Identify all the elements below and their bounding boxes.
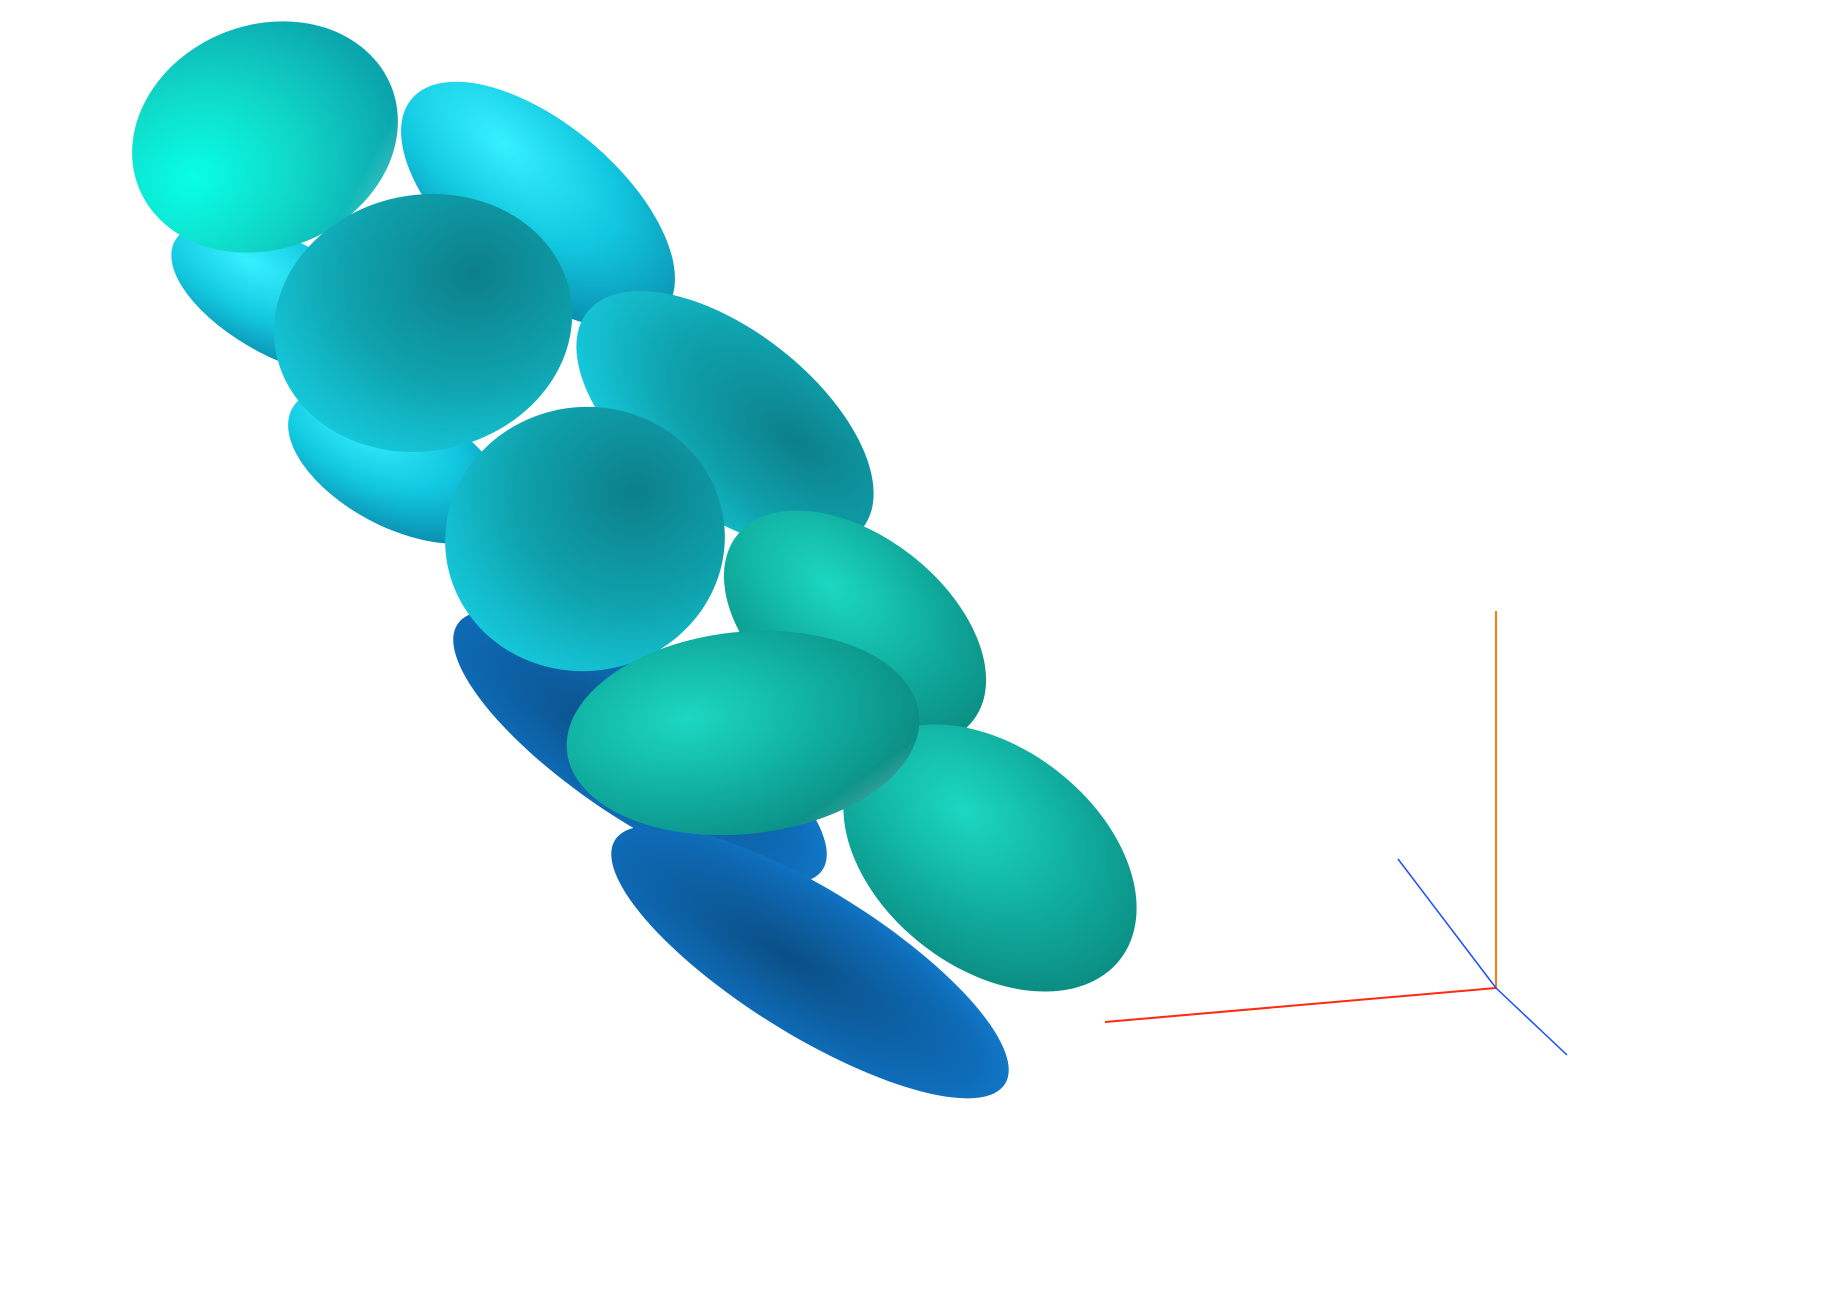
ellipsoid-bottom-long (611, 825, 1009, 1099)
ellipsoid-bottom-right (843, 724, 1137, 992)
ellipsoid-front-fourth-rim (566, 630, 920, 836)
x-axis-line (1104, 987, 1497, 1023)
ellipsoid-back-upper-right (401, 81, 675, 329)
z-axis-line-down (1495, 987, 1568, 1056)
ellipsoid-back-middle (576, 291, 874, 549)
ellipsoid-front-top-rim (132, 21, 398, 253)
ellipsoid-front-second (273, 193, 573, 453)
axes-gizmo (1104, 611, 1568, 1056)
ellipsoid-front-third (445, 406, 725, 672)
z-axis-line-up (1397, 858, 1497, 989)
